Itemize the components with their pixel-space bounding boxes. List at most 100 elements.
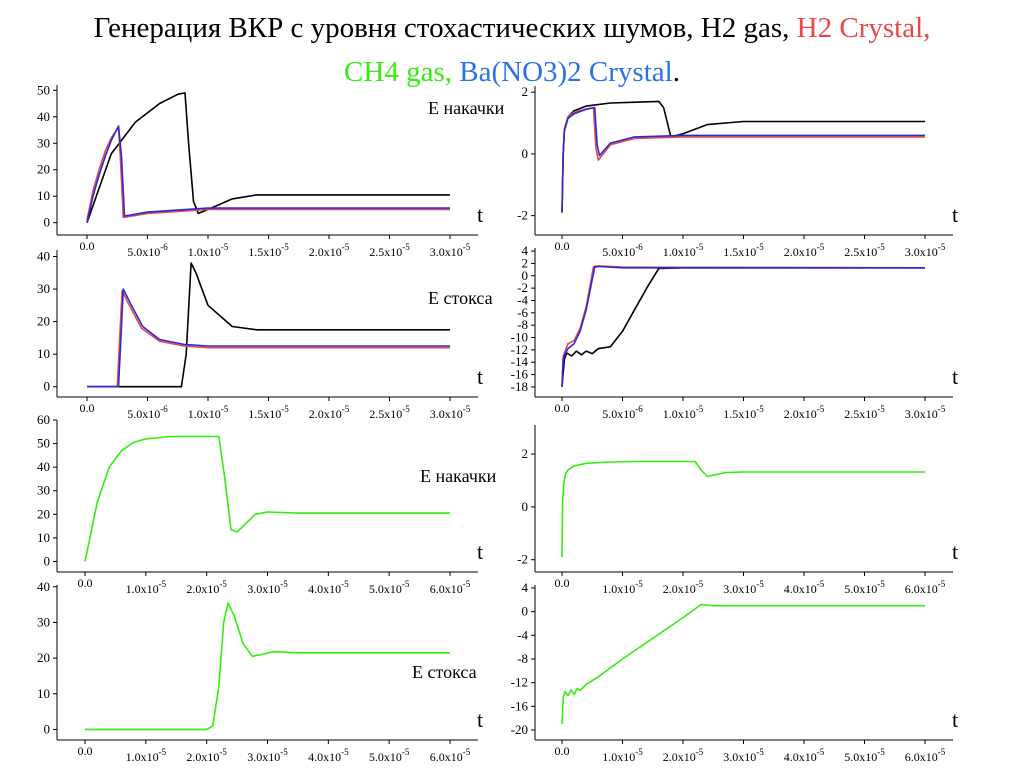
x-tick-label-p5: 1.0x10-5	[126, 579, 167, 596]
y-tick-label-p4: 4	[522, 243, 529, 258]
y-tick-label-p4: -2	[517, 280, 528, 295]
y-tick-label-p3: 20	[37, 314, 50, 329]
y-tick-label-p1: 30	[37, 135, 50, 150]
x-tick-label-p3: 5.0x10-6	[127, 404, 168, 421]
y-tick-label-p5: 10	[37, 530, 50, 545]
x-tick-label-p3: 1.0x10-5	[188, 404, 229, 421]
y-tick-label-p2: -2	[517, 208, 528, 223]
y-tick-label-p3: 10	[37, 346, 50, 361]
series-line-p2-h2_gas	[561, 100, 925, 213]
x-tick-label-p3: 2.5x10-5	[369, 404, 410, 421]
x-tick-label-p3: 1.5x10-5	[248, 404, 289, 421]
title-ba-crystal: Ba(NO3)2 Crystal	[459, 56, 673, 88]
y-tick-label-p5: 20	[37, 506, 50, 521]
x-tick-label-p5: 6.0x10-5	[430, 579, 471, 596]
x-tick-label-p6: 0.0	[555, 576, 570, 590]
y-tick-label-p4: -4	[517, 292, 528, 307]
x-tick-label-p7: 3.0x10-5	[247, 747, 288, 764]
x-tick-label-p5: 3.0x10-5	[247, 579, 288, 596]
y-tick-label-p1: 0	[44, 215, 51, 230]
y-tick-label-p2: 0	[522, 146, 529, 161]
x-tick-label-p7: 2.0x10-5	[186, 747, 227, 764]
x-tick-label-p7: 5.0x10-5	[369, 747, 410, 764]
x-tick-label-p4: 1.0x10-5	[663, 404, 704, 421]
y-tick-label-p4: -12	[511, 342, 528, 357]
x-tick-label-p3: 3.0x10-5	[430, 404, 471, 421]
y-tick-label-p5: 60	[37, 412, 50, 427]
x-tick-label-p4: 1.5x10-5	[723, 404, 764, 421]
y-tick-label-p1: 10	[37, 188, 50, 203]
y-tick-label-p4: 0	[522, 268, 529, 283]
y-tick-label-p5: 0	[44, 553, 51, 568]
y-tick-label-p7: 20	[37, 650, 50, 665]
x-tick-label-p7: 4.0x10-5	[308, 747, 349, 764]
y-tick-label-p1: 40	[37, 109, 50, 124]
x-tick-label-p8: 0.0	[555, 744, 570, 758]
title-text: Генерация ВКР с уровня стохастических шу…	[93, 12, 790, 44]
y-tick-label-p6: 2	[522, 446, 529, 461]
y-tick-label-p4: -10	[511, 330, 528, 345]
title-period: .	[672, 56, 680, 88]
x-tick-label-p2: 3.0x10-5	[905, 242, 946, 259]
x-tick-label-p4: 3.0x10-5	[905, 404, 946, 421]
y-tick-label-p4: -18	[511, 379, 528, 394]
x-tick-label-p6: 4.0x10-5	[784, 579, 825, 596]
y-tick-label-p2: 2	[522, 84, 529, 99]
series-line-p4-h2_gas	[561, 266, 925, 387]
x-axis-label-p2: t	[952, 202, 958, 227]
x-tick-label-p7: 1.0x10-5	[126, 747, 167, 764]
y-tick-label-p5: 40	[37, 459, 50, 474]
x-axis-label-p4: t	[952, 364, 958, 389]
y-tick-label-p8: -12	[511, 675, 528, 690]
y-tick-label-p4: 2	[522, 255, 529, 270]
y-tick-label-p3: 0	[44, 379, 51, 394]
y-tick-label-p1: 50	[37, 82, 50, 97]
x-tick-label-p1: 0.0	[80, 239, 95, 253]
x-tick-label-p5: 0.0	[78, 576, 93, 590]
x-tick-label-p3: 0.0	[80, 401, 95, 415]
x-tick-label-p4: 2.5x10-5	[844, 404, 885, 421]
y-tick-label-p6: 0	[522, 499, 529, 514]
x-tick-label-p2: 1.0x10-5	[663, 242, 704, 259]
x-axis-label-p6: t	[952, 539, 958, 564]
x-tick-label-p4: 5.0x10-6	[602, 404, 643, 421]
series-line-p2-h2_crystal	[561, 106, 925, 213]
y-tick-label-p8: 0	[522, 604, 529, 619]
series-line-p3-ba_crystal	[87, 288, 450, 388]
x-tick-label-p4: 2.0x10-5	[784, 404, 825, 421]
x-axis-label-p3: t	[477, 364, 483, 389]
x-tick-label-p2: 1.5x10-5	[723, 242, 764, 259]
series-line-p4-ba_crystal	[561, 265, 925, 387]
y-tick-label-p7: 0	[44, 721, 51, 736]
x-tick-label-p6: 1.0x10-5	[602, 579, 643, 596]
x-tick-label-p1: 5.0x10-6	[127, 242, 168, 259]
series-line-p3-h2_gas	[87, 262, 450, 388]
series-line-p2-ba_crystal	[561, 106, 925, 213]
x-axis-label-p8: t	[952, 707, 958, 732]
series-line-p8-ch4_gas	[561, 603, 925, 725]
y-tick-label-p7: 10	[37, 686, 50, 701]
y-tick-label-p4: -8	[517, 317, 528, 332]
x-tick-label-p5: 5.0x10-5	[369, 579, 410, 596]
x-axis-label-p7: t	[477, 707, 483, 732]
series-line-p1-ba_crystal	[86, 125, 450, 223]
x-tick-label-p7: 6.0x10-5	[430, 747, 471, 764]
x-tick-label-p1: 2.0x10-5	[309, 242, 350, 259]
label-e-stokes-1: E стокса	[428, 288, 493, 308]
y-tick-label-p8: -20	[511, 722, 528, 737]
y-tick-label-p7: 40	[37, 579, 50, 594]
x-tick-label-p2: 2.0x10-5	[784, 242, 825, 259]
slide-title: Генерация ВКР с уровня стохастических шу…	[0, 6, 1024, 94]
x-tick-label-p8: 3.0x10-5	[723, 747, 764, 764]
x-axis-label-p5: t	[477, 539, 483, 564]
x-tick-label-p8: 4.0x10-5	[784, 747, 825, 764]
x-tick-label-p1: 2.5x10-5	[369, 242, 410, 259]
series-line-p6-ch4_gas	[561, 460, 925, 558]
label-e-pump-2: E накачки	[420, 466, 497, 486]
title-h2-crystal: H2 Crystal,	[796, 12, 931, 44]
x-tick-label-p8: 6.0x10-5	[905, 747, 946, 764]
x-tick-label-p5: 4.0x10-5	[308, 579, 349, 596]
y-tick-label-p4: -6	[517, 305, 528, 320]
x-tick-label-p6: 3.0x10-5	[723, 579, 764, 596]
